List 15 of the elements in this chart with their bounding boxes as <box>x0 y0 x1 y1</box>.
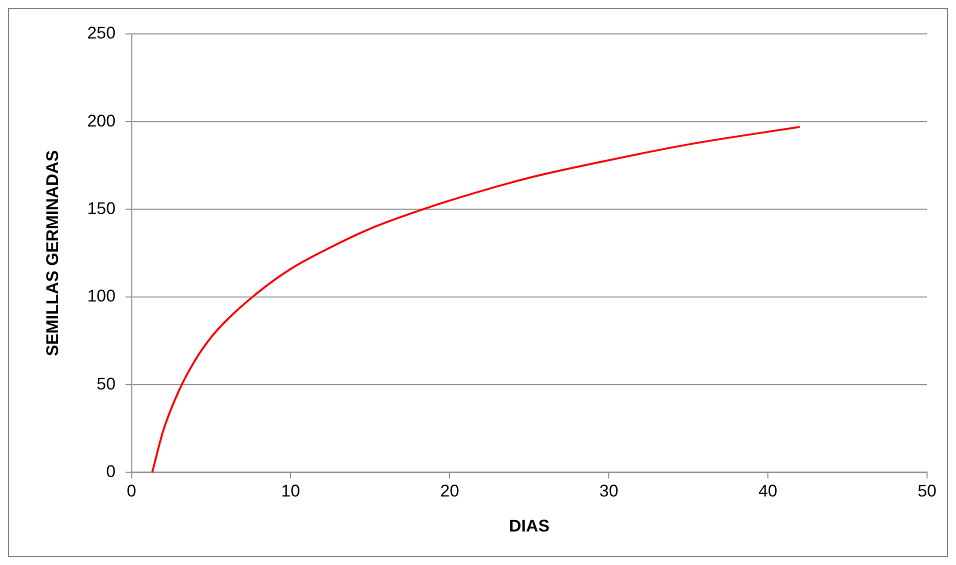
x-axis-title: DIAS <box>509 516 550 536</box>
x-tick-label: 0 <box>126 481 136 500</box>
y-tick-label: 150 <box>87 199 116 218</box>
y-tick-label: 50 <box>96 374 116 394</box>
y-tick-label: 0 <box>106 462 116 482</box>
x-tick-label: 20 <box>440 481 460 500</box>
y-tick-label: 200 <box>87 111 116 130</box>
line-series <box>151 126 801 473</box>
x-tick-label: 40 <box>758 481 778 500</box>
x-tick-label: 50 <box>918 481 936 500</box>
y-tick-label: 100 <box>87 286 116 306</box>
x-tick-label: 30 <box>599 481 618 500</box>
y-axis-title: SEMILLAS GERMINADAS <box>42 150 62 356</box>
x-tick-label: 10 <box>281 481 300 500</box>
y-tick-label: 250 <box>87 24 116 43</box>
